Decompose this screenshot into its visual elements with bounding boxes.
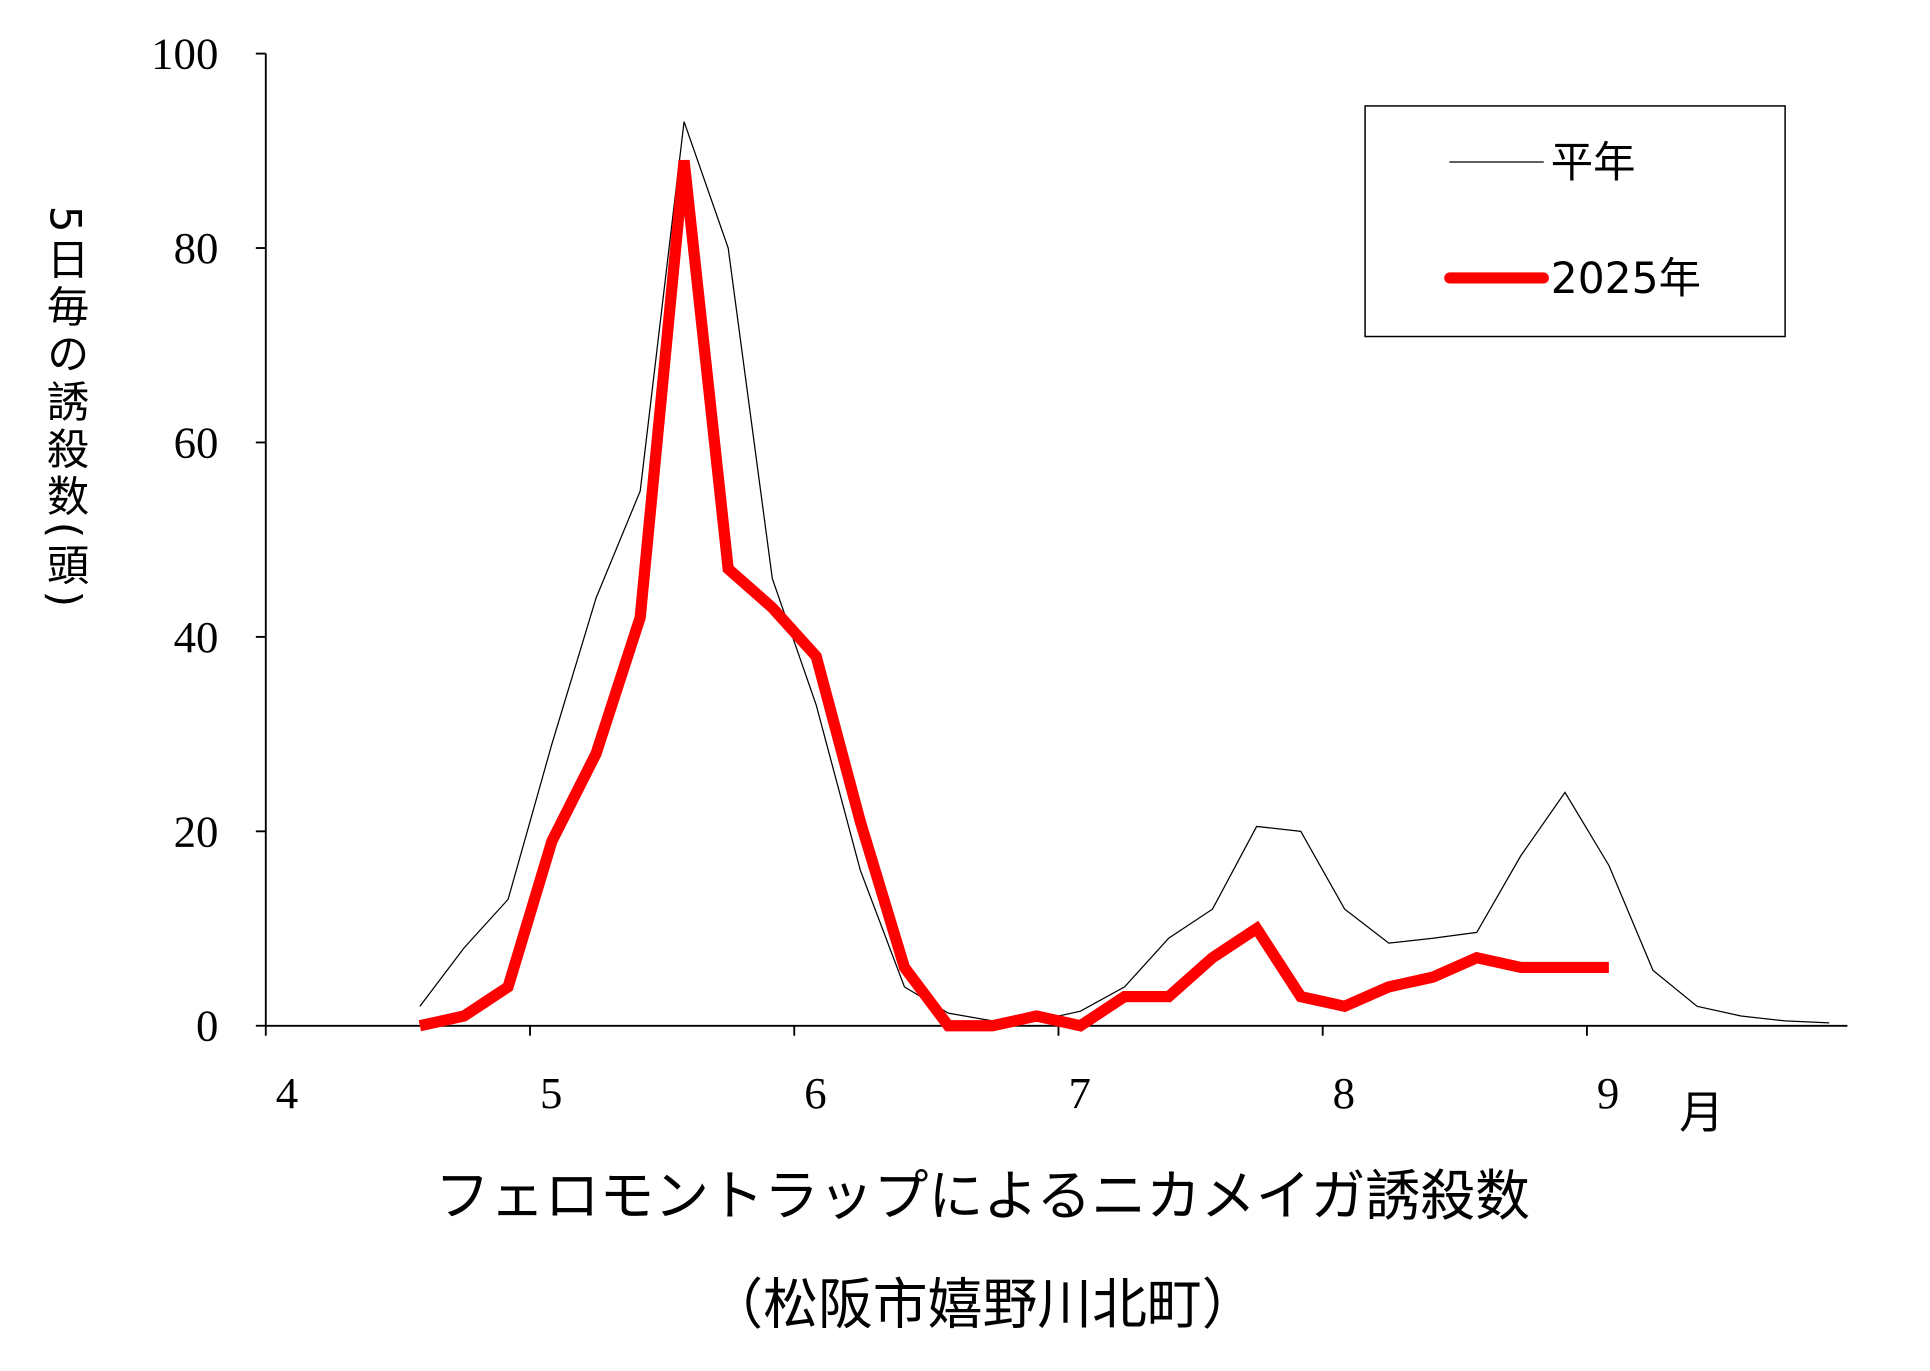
- series-line: [418, 159, 1609, 1032]
- y-tick-label: 100: [151, 29, 218, 79]
- y-tick-label: 40: [174, 612, 219, 662]
- x-tick-label: 4: [276, 1068, 298, 1118]
- y-tick-label: 80: [174, 223, 219, 273]
- chart-subtitle: （松阪市嬉野川北町）: [708, 1273, 1256, 1337]
- legend-label: 平年: [1551, 138, 1636, 187]
- y-axis-label: 5日毎の誘殺数(頭): [41, 206, 90, 612]
- legend-box: [1364, 105, 1786, 338]
- x-tick-label: 9: [1597, 1068, 1619, 1118]
- x-axis-unit: 月: [1679, 1088, 1724, 1138]
- x-tick-label: 6: [804, 1068, 826, 1118]
- legend-label: 2025年: [1551, 254, 1701, 303]
- x-tick-label: 5: [540, 1068, 562, 1118]
- series-line: [419, 121, 1830, 1024]
- x-tick-label: 8: [1333, 1068, 1355, 1118]
- y-tick-label: 60: [174, 417, 219, 467]
- x-tick-label: 7: [1068, 1068, 1090, 1118]
- chart-title: フェロモントラップによるニカメイガ誘殺数: [435, 1164, 1530, 1228]
- y-tick-label: 20: [174, 806, 219, 856]
- y-tick-label: 0: [196, 1001, 218, 1051]
